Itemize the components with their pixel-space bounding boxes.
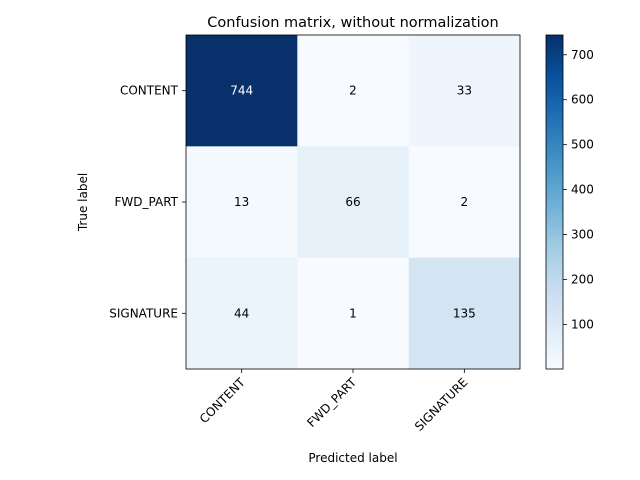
x-tick-label-1: FWD_PART: [304, 375, 359, 430]
colorbar: [545, 34, 564, 370]
matrix-cell-value-1-0: 13: [234, 195, 249, 209]
matrix-cell-1-1: [297, 146, 409, 258]
chart-title: Confusion matrix, without normalization: [207, 15, 498, 31]
matrix-cell-0-2: [408, 35, 521, 147]
matrix-cell-labels: 744 2 33 13 66 2 44 1 135: [230, 84, 476, 321]
matrix-cell-value-1-2: 2: [461, 195, 469, 209]
matrix-cell-1-2: [408, 146, 521, 258]
matrix-cell-value-1-1: 66: [345, 195, 360, 209]
matrix-cell-0-1: [297, 35, 409, 147]
matrix-cells: [186, 35, 521, 370]
matrix-cell-0-0: [186, 35, 298, 147]
x-axis-ticks: CONTENT FWD_PART SIGNATURE: [197, 369, 471, 434]
matrix-cell-value-0-2: 33: [457, 84, 472, 98]
matrix-cell-value-0-1: 2: [349, 84, 357, 98]
y-tick-label-1: FWD_PART: [115, 195, 179, 209]
colorbar-tick-label-6: 700: [571, 48, 594, 62]
matrix-cell-2-1: [297, 257, 409, 370]
x-tick-label-2: SIGNATURE: [412, 375, 471, 434]
matrix-cell-value-0-0: 744: [230, 84, 253, 98]
colorbar-tick-label-1: 200: [571, 273, 594, 287]
matrix-cell-2-2: [408, 257, 521, 370]
y-tick-label-2: SIGNATURE: [109, 306, 178, 320]
colorbar-tick-label-2: 300: [571, 228, 594, 242]
colorbar-tick-label-5: 600: [571, 93, 594, 107]
matrix-cell-value-2-0: 44: [234, 306, 249, 320]
colorbar-ticks: 100 200 300 400 500 600 700: [563, 48, 594, 331]
matrix-cell-1-0: [186, 146, 298, 258]
matrix-cell-value-2-1: 1: [349, 306, 357, 320]
matrix-cell-2-0: [186, 257, 298, 370]
colorbar-tick-label-4: 500: [571, 138, 594, 152]
x-tick-label-0: CONTENT: [197, 375, 248, 426]
colorbar-tick-label-3: 400: [571, 183, 594, 197]
y-axis-ticks: CONTENT FWD_PART SIGNATURE: [109, 84, 186, 320]
matrix-cell-value-2-2: 135: [453, 306, 476, 320]
x-axis-label: Predicted label: [308, 451, 397, 465]
y-tick-label-0: CONTENT: [120, 84, 179, 98]
colorbar-tick-label-0: 100: [571, 317, 594, 331]
y-axis-label: True label: [76, 173, 90, 232]
